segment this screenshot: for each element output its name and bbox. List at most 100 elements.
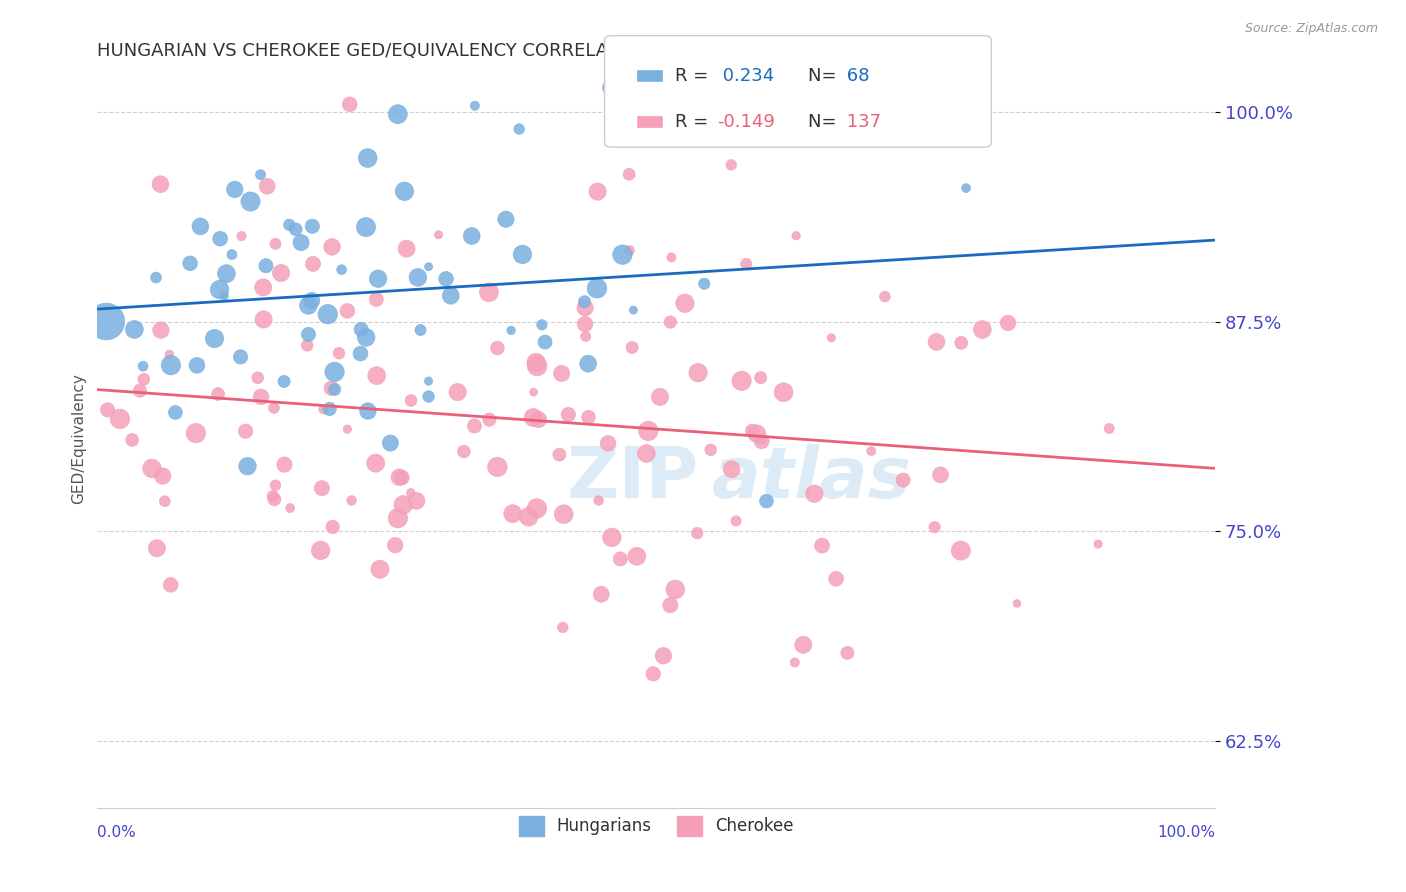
Point [394, 184, 416, 198]
Point [231, 229, 253, 244]
Point [755, 494, 778, 508]
Point [997, 316, 1019, 330]
Point [297, 327, 319, 342]
Point [891, 473, 914, 487]
Point [478, 285, 501, 300]
Point [152, 469, 174, 483]
Point [212, 289, 235, 303]
Point [330, 262, 353, 277]
Point [328, 346, 350, 360]
Point [1005, 597, 1028, 611]
Point [246, 371, 269, 385]
Point [522, 410, 544, 425]
Point [215, 267, 238, 281]
Point [270, 266, 292, 280]
Point [273, 458, 295, 472]
Point [145, 270, 167, 285]
Point [249, 168, 271, 182]
Point [418, 390, 440, 404]
Point [495, 212, 517, 227]
Point [619, 244, 641, 258]
Point [925, 334, 948, 349]
Point [576, 357, 599, 371]
Point [860, 444, 883, 458]
Point [512, 247, 534, 261]
Point [159, 578, 181, 592]
Point [873, 289, 896, 303]
Point [323, 365, 346, 379]
Point [406, 270, 429, 285]
Point [626, 549, 648, 564]
Point [321, 381, 343, 395]
Text: 0.0%: 0.0% [97, 825, 136, 840]
Point [929, 467, 952, 482]
Point [254, 259, 277, 273]
Point [751, 434, 773, 449]
Point [446, 385, 468, 400]
Point [578, 410, 600, 425]
Point [297, 298, 319, 312]
Point [924, 520, 946, 534]
Point [792, 638, 814, 652]
Point [264, 478, 287, 492]
Point [209, 232, 232, 246]
Point [803, 487, 825, 501]
Point [548, 448, 571, 462]
Point [301, 219, 323, 234]
Point [357, 151, 380, 165]
Point [124, 322, 146, 336]
Point [366, 293, 388, 307]
Point [160, 358, 183, 372]
Point [720, 462, 742, 476]
Point [588, 493, 610, 508]
Point [235, 424, 257, 438]
Point [530, 318, 553, 332]
Point [239, 194, 262, 209]
Point [550, 367, 572, 381]
Point [621, 341, 644, 355]
Point [463, 419, 485, 434]
Point [132, 359, 155, 374]
Point [598, 436, 620, 450]
Point [366, 368, 388, 383]
Point [380, 436, 402, 450]
Point [388, 470, 411, 484]
Point [586, 281, 609, 295]
Point [290, 235, 312, 250]
Point [221, 247, 243, 261]
Point [600, 80, 623, 95]
Point [186, 359, 208, 373]
Point [659, 132, 682, 146]
Point [311, 481, 333, 495]
Point [575, 329, 598, 343]
Point [141, 461, 163, 475]
Point [399, 393, 422, 408]
Point [149, 177, 172, 191]
Text: 137: 137 [841, 113, 882, 131]
Point [553, 507, 575, 521]
Point [720, 158, 742, 172]
Point [955, 181, 977, 195]
Point [772, 385, 794, 400]
Point [673, 296, 696, 310]
Point [418, 374, 440, 388]
Point [612, 247, 634, 261]
Point [252, 312, 274, 326]
Point [278, 218, 301, 232]
Point [149, 323, 172, 337]
Text: N=: N= [808, 113, 842, 131]
Point [486, 459, 509, 474]
Point [309, 543, 332, 558]
Point [501, 323, 523, 337]
Point [574, 294, 596, 309]
Point [250, 390, 273, 404]
Point [364, 456, 387, 470]
Point [301, 293, 323, 308]
Point [557, 408, 579, 422]
Point [730, 374, 752, 388]
Point [427, 227, 450, 242]
Point [297, 338, 319, 352]
Text: R =: R = [675, 113, 714, 131]
Point [693, 277, 716, 291]
Point [146, 541, 169, 556]
